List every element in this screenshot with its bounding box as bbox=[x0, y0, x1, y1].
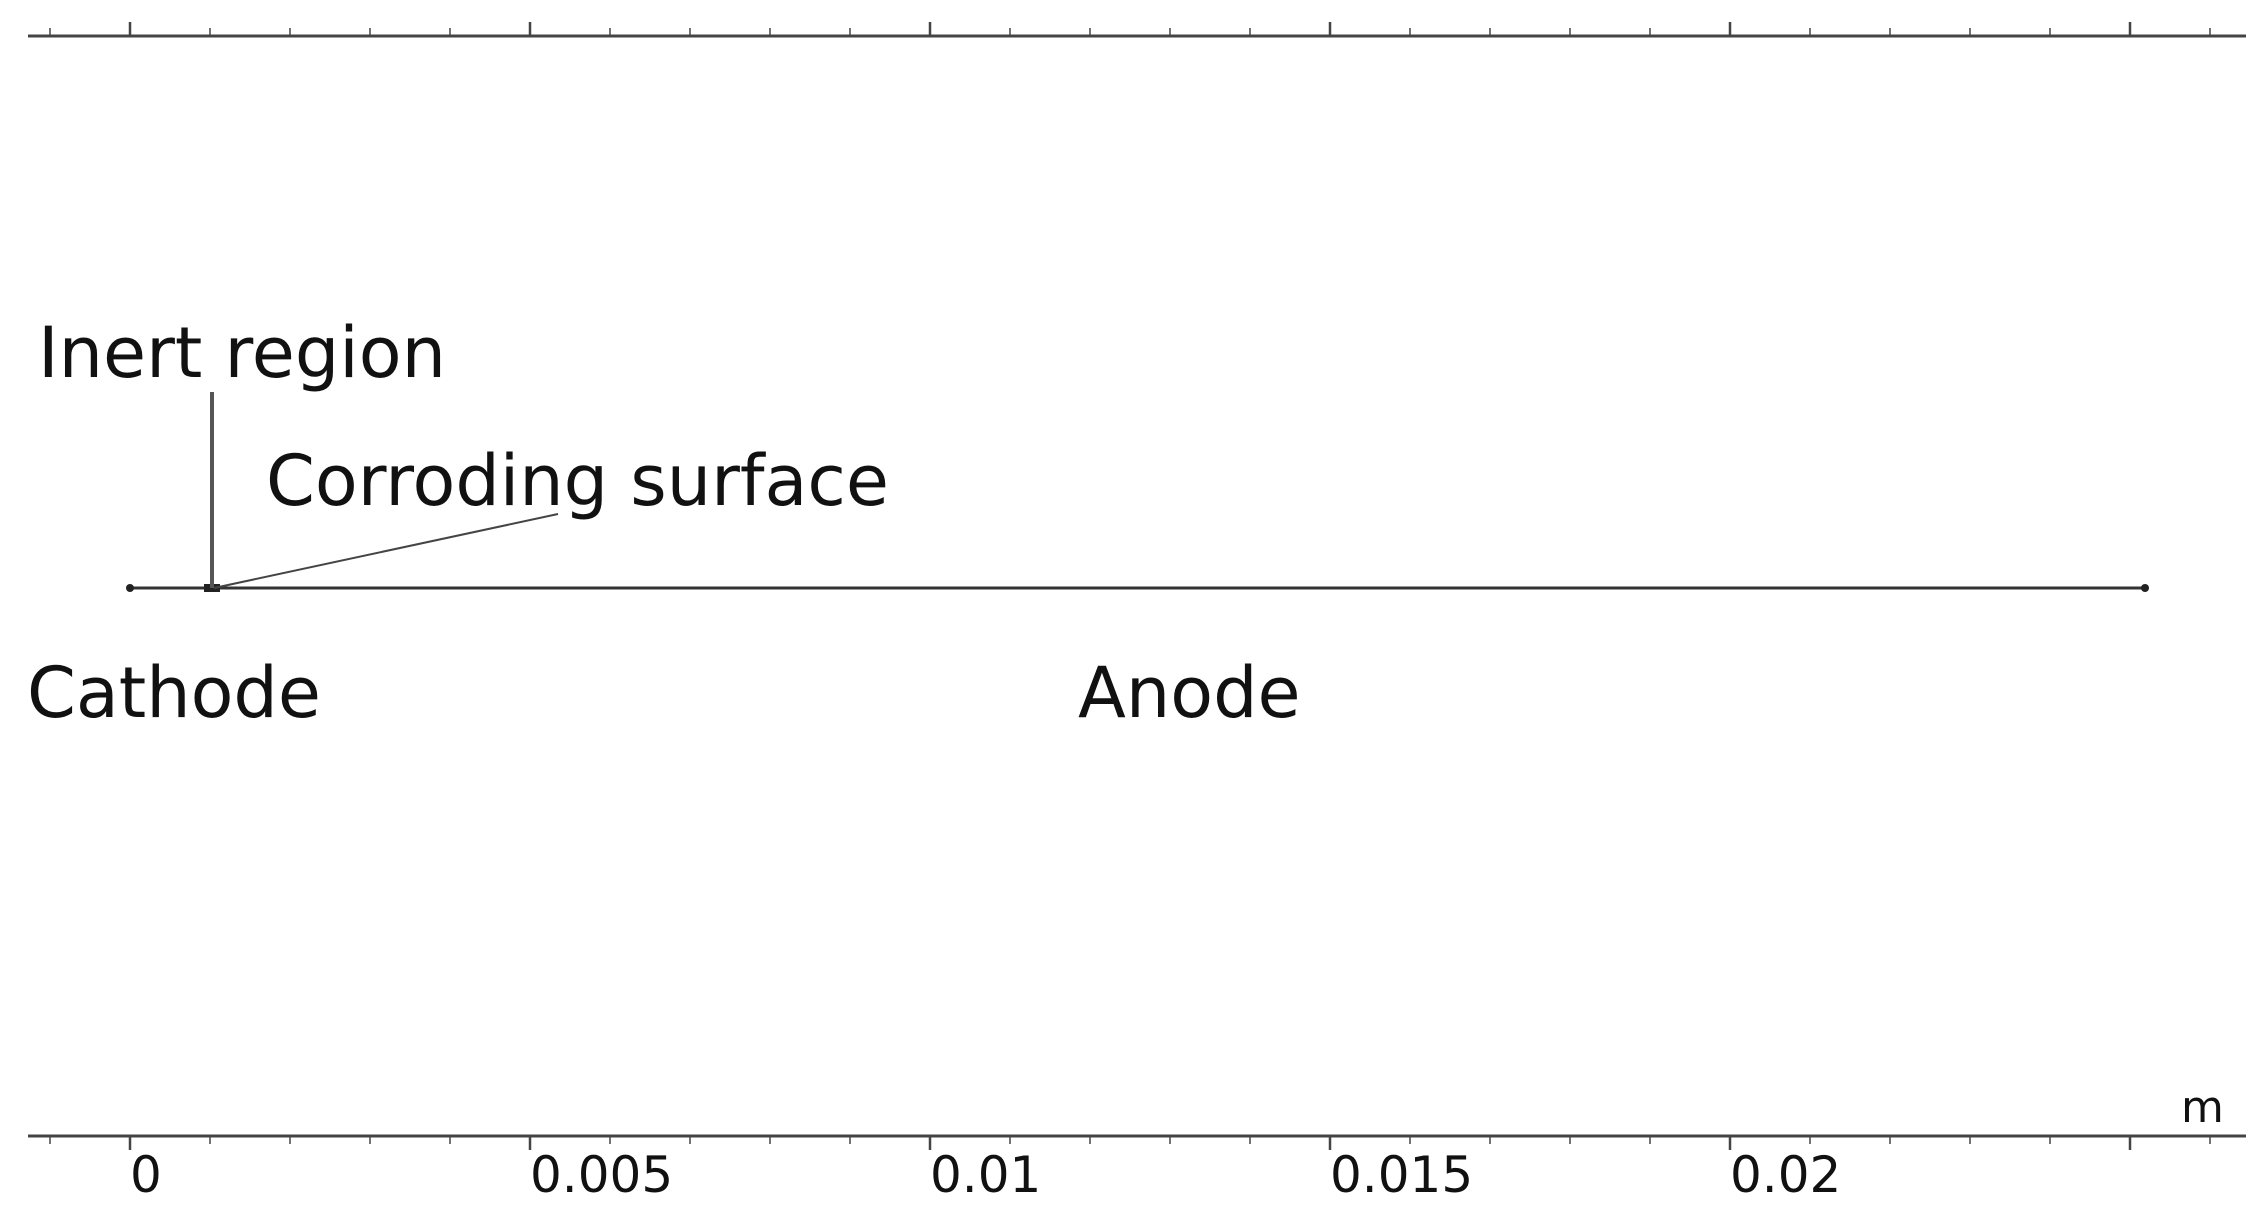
axis-tick-label: 0.005 bbox=[530, 1146, 674, 1204]
axis-unit-label: m bbox=[2181, 1082, 2224, 1133]
domain-geometry bbox=[126, 392, 2149, 592]
inert-region-label: Inert region bbox=[38, 312, 446, 394]
axis-tick-label: 0.015 bbox=[1330, 1146, 1474, 1204]
domain-end-point bbox=[2141, 584, 2149, 592]
corroding-surface-label: Corroding surface bbox=[266, 440, 889, 522]
domain-start-point bbox=[126, 584, 134, 592]
top-axis-ticks bbox=[49, 22, 2211, 36]
cathode-label: Cathode bbox=[27, 652, 321, 734]
anode-label: Anode bbox=[1078, 652, 1301, 734]
axis-tick-label: 0.01 bbox=[930, 1146, 1042, 1204]
top-axis bbox=[28, 22, 2246, 38]
axis-tick-label: 0.02 bbox=[1730, 1146, 1842, 1204]
corroding-surface-leader bbox=[213, 513, 559, 589]
bottom-axis bbox=[28, 1134, 2246, 1150]
bottom-axis-ticks bbox=[49, 1136, 2211, 1150]
axis-tick-label: 0 bbox=[130, 1146, 162, 1204]
